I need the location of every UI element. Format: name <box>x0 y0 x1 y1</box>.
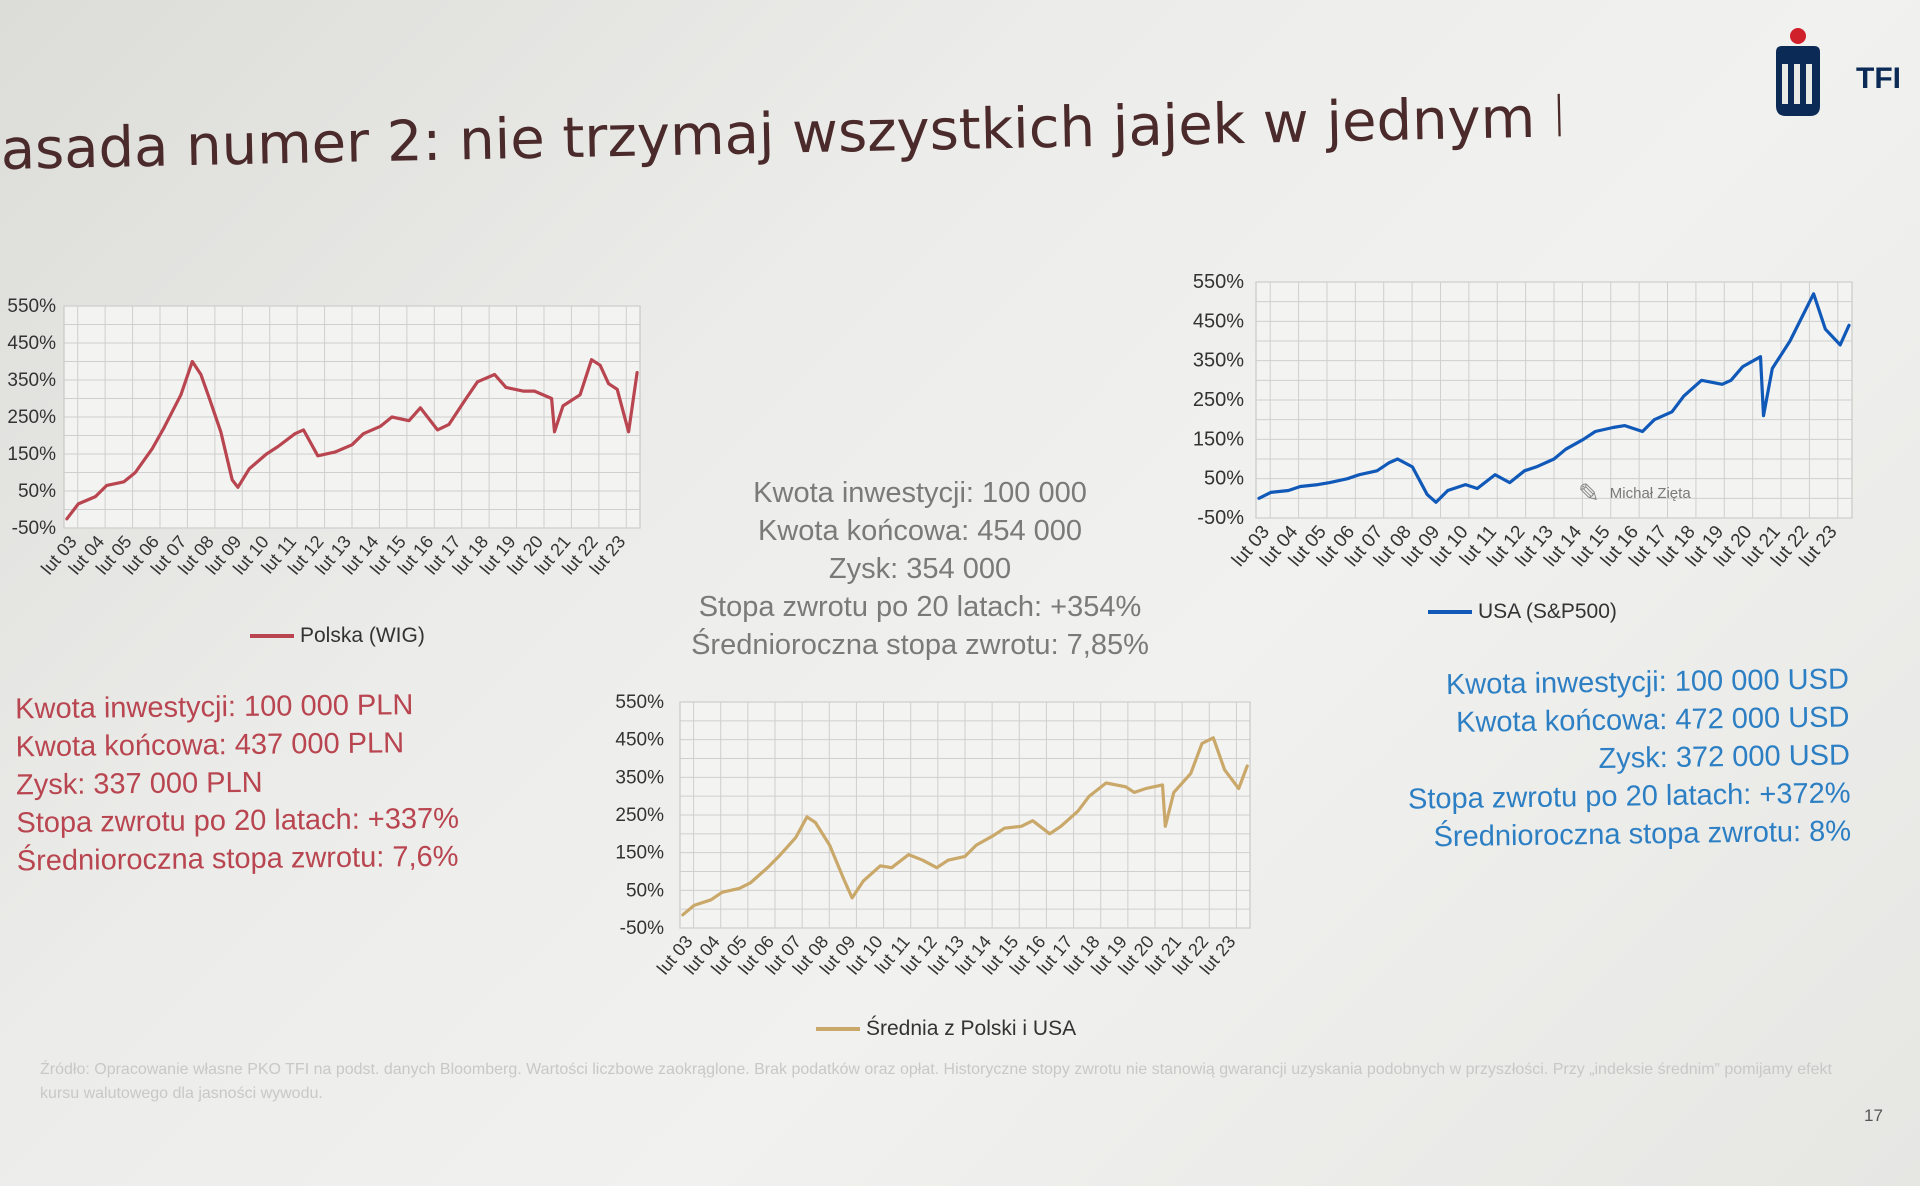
stats-average-line: Zysk: 354 000 <box>828 553 1012 585</box>
stats-average-line: Średnioroczna stopa zwrotu: 7,85% <box>691 629 1149 661</box>
stats-usa: Kwota inwestycji: 100 000 USD Kwota końc… <box>1339 660 1852 857</box>
y-tick-label: 150% <box>1193 428 1244 450</box>
y-tick-label: 450% <box>1193 310 1244 332</box>
y-tick-label: 150% <box>7 444 56 465</box>
stats-poland-line: Zysk: 337 000 PLN <box>15 766 263 802</box>
y-tick-label: 350% <box>7 370 56 391</box>
signature-text: Michał Zięta <box>1609 485 1691 502</box>
y-tick-label: 250% <box>1193 389 1244 411</box>
pko-logo-icon <box>1776 28 1820 116</box>
legend-usa: USA (S&P500) <box>1428 600 1617 624</box>
stats-poland-line: Kwota inwestycji: 100 000 PLN <box>15 689 414 726</box>
signature: ✎ Michał Zięta <box>1578 478 1691 509</box>
page-title: asada numer 2: nie trzymaj wszystkich ja… <box>0 85 1562 183</box>
y-tick-label: 50% <box>1204 468 1244 490</box>
y-tick-label: 350% <box>615 767 664 788</box>
y-tick-label: 250% <box>615 805 664 826</box>
y-tick-label: 150% <box>615 843 664 864</box>
legend-label-average: Średnia z Polski i USA <box>866 1017 1077 1040</box>
y-tick-label: 250% <box>7 407 56 428</box>
y-tick-label: 550% <box>1193 271 1244 293</box>
y-tick-label: 450% <box>615 730 664 751</box>
page-number: 17 <box>1864 1106 1883 1125</box>
stats-poland: Kwota inwestycji: 100 000 PLN Kwota końc… <box>15 686 460 881</box>
y-tick-label: 50% <box>626 880 664 901</box>
y-tick-label: -50% <box>12 518 56 539</box>
stats-average-line: Kwota końcowa: 454 000 <box>757 515 1083 547</box>
series-line-poland <box>65 358 639 521</box>
y-tick-label: 550% <box>7 296 56 317</box>
footnote: Źródło: Opracowanie własne PKO TFI na po… <box>40 1061 1832 1102</box>
y-tick-label: 50% <box>18 481 56 502</box>
logo-text: TFI <box>1856 62 1901 95</box>
stats-poland-line: Stopa zwrotu po 20 latach: +337% <box>16 802 460 840</box>
stats-average-line: Kwota inwestycji: 100 000 <box>753 477 1087 509</box>
pen-icon: ✎ <box>1578 478 1600 508</box>
y-tick-label: 450% <box>7 333 56 354</box>
y-tick-label: -50% <box>620 918 664 939</box>
series-line-average <box>681 736 1249 917</box>
legend-swatch-average <box>816 1027 860 1031</box>
chart-usa: -50% 50% 150% 250% 350% 450% 550% lut 03 lut 04 l… <box>1180 270 1860 590</box>
legend-swatch-usa <box>1428 610 1472 614</box>
y-tick-label: -50% <box>1197 507 1244 529</box>
legend-label-poland: Polska (WIG) <box>300 624 425 647</box>
stats-average: Kwota inwestycji: 100 000 Kwota końcowa:… <box>680 474 1160 664</box>
chart-average: -50% 50% 150% 250% 350% 450% 550% lut 03 lut 04 l… <box>600 692 1280 1012</box>
legend-poland: Polska (WIG) <box>250 624 425 648</box>
legend-label-usa: USA (S&P500) <box>1478 600 1617 623</box>
series-line-usa <box>1257 292 1851 504</box>
stats-poland-line: Kwota końcowa: 437 000 PLN <box>15 727 405 764</box>
stats-poland-line: Średnioroczna stopa zwrotu: 7,6% <box>16 840 459 878</box>
stats-average-line: Stopa zwrotu po 20 latach: +354% <box>698 591 1142 623</box>
y-tick-label: 550% <box>615 692 664 713</box>
legend-average: Średnia z Polski i USA <box>816 1017 1076 1041</box>
legend-swatch-poland <box>250 634 294 638</box>
y-tick-label: 350% <box>1193 350 1244 372</box>
stats-usa-line: Średnioroczna stopa zwrotu: 8% <box>1433 815 1852 854</box>
chart-poland: -50% 50% 150% 250% 350% 450% 550% lut 03 lut 04 l… <box>0 290 660 610</box>
